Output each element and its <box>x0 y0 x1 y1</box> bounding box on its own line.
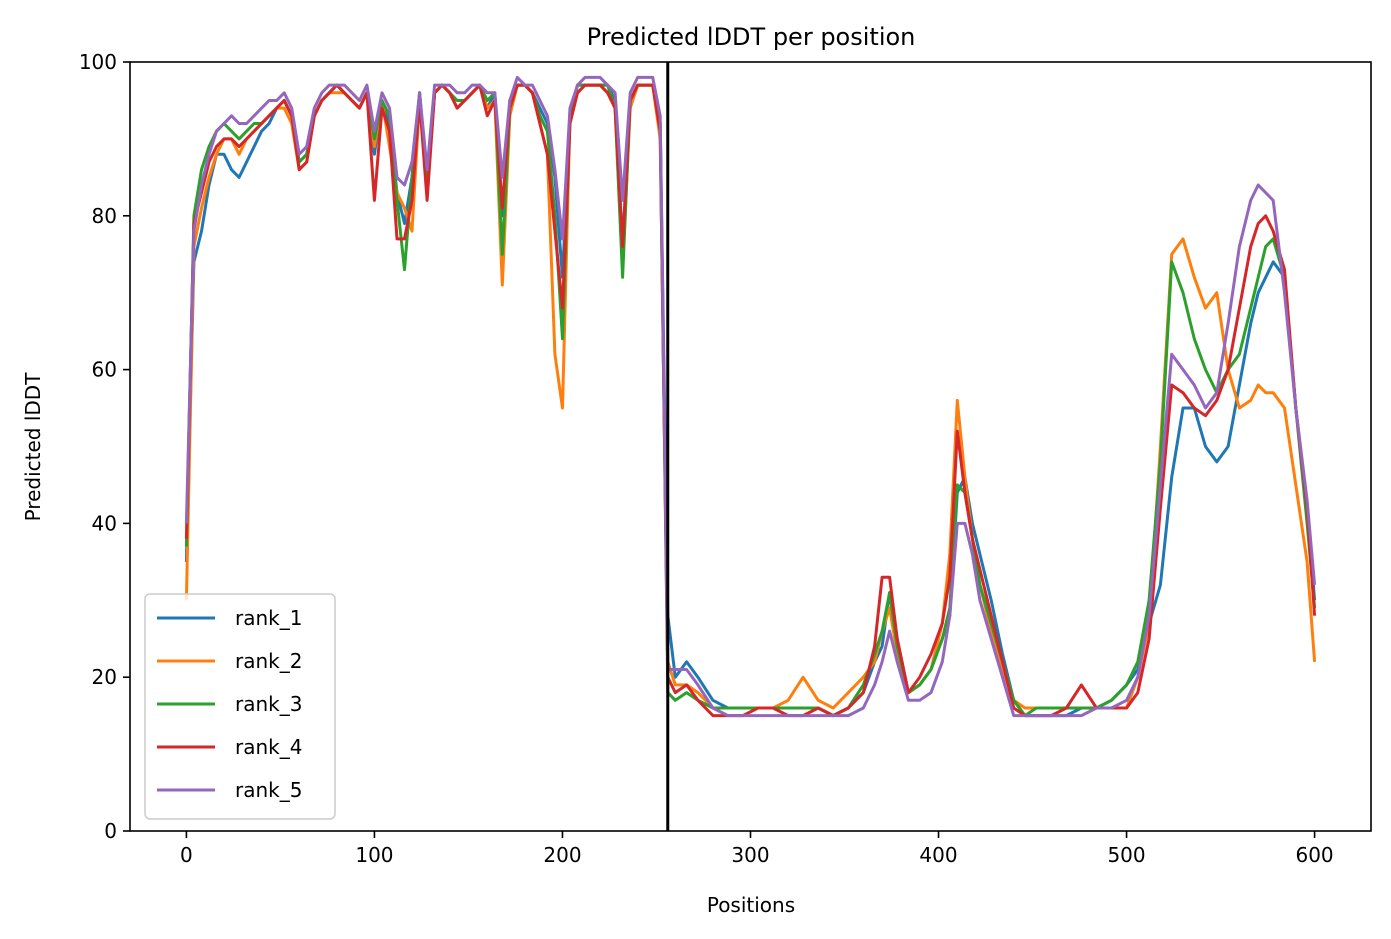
y-tick-label: 40 <box>92 511 117 535</box>
legend-label: rank_5 <box>235 778 302 802</box>
x-axis-title: Positions <box>707 893 795 917</box>
series-line-rank-5 <box>184 75 1317 718</box>
x-tick-label: 400 <box>919 843 957 867</box>
x-tick-label: 100 <box>355 843 393 867</box>
chart-title: Predicted lDDT per position <box>587 23 916 51</box>
x-tick-label: 500 <box>1107 843 1145 867</box>
legend-label: rank_4 <box>235 735 302 759</box>
legend-label: rank_2 <box>235 649 302 673</box>
x-tick-label: 0 <box>180 843 193 867</box>
series-layer <box>184 62 1317 831</box>
x-tick-label: 600 <box>1295 843 1333 867</box>
x-tick-label: 200 <box>543 843 581 867</box>
legend-label: rank_3 <box>235 692 302 716</box>
legend-label: rank_1 <box>235 606 302 630</box>
y-axis-title: Predicted lDDT <box>21 372 45 522</box>
axes-layer: 0 100 200 300 400 500 600 0 20 40 60 80 100 <box>79 50 1372 867</box>
y-tick-label: 80 <box>92 204 117 228</box>
x-tick-label: 300 <box>731 843 769 867</box>
y-tick-label: 100 <box>79 50 117 74</box>
legend: rank_1 rank_2 rank_3 rank_4 rank_5 <box>144 593 336 820</box>
y-tick-label: 20 <box>92 665 117 689</box>
legend-box <box>144 593 336 820</box>
y-tick-label: 60 <box>92 358 117 382</box>
y-tick-label: 0 <box>104 819 117 843</box>
